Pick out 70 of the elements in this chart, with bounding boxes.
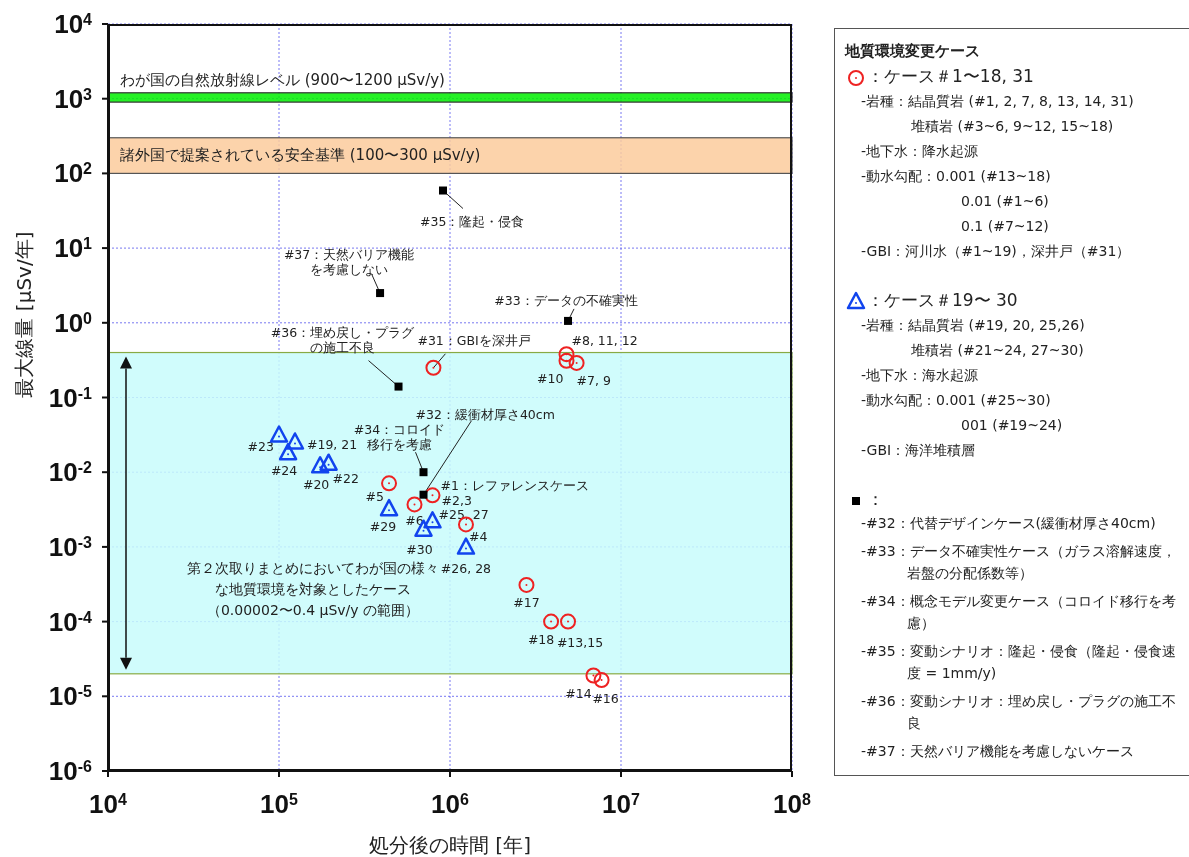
annotation: #24 [270, 462, 298, 478]
annotation: #4 [468, 528, 488, 544]
annotation: #32：緩衝材厚さ40cm [415, 406, 555, 422]
annotation: #31：GBIを深井戸 [417, 332, 531, 348]
legend-label: ：ケース＃19〜 30 [867, 290, 1018, 310]
annotation: #2,3 [441, 492, 472, 508]
y-tick-label: 10$^{4}$ [54, 9, 93, 39]
x-tick-label: 10$^{8}$ [773, 789, 812, 819]
y-tick-label: 10$^{-6}$ [48, 756, 93, 786]
annotation: #16 [592, 690, 619, 706]
x-tick-label: 10$^{6}$ [431, 789, 470, 819]
y-tick-label: 10$^{3}$ [54, 83, 93, 114]
annotation: #25, 27 [438, 506, 489, 522]
text: -#37：天然バリア機能を考慮しないケース [860, 742, 1135, 761]
x-tick-label: 10$^{7}$ [602, 789, 641, 819]
text: 001 (#19~24) [960, 416, 1064, 435]
text: -#33：データ不確実性ケース（ガラス溶解速度，岩盤の分配係数等） [860, 542, 1177, 583]
text: -動水勾配：0.001 (#25~30) [860, 391, 1052, 410]
annotation: #1：レファレンスケース [440, 477, 589, 493]
annotation: #20 [302, 476, 330, 492]
band-label: わが国の自然放射線レベル (900〜1200 μSv/y) [120, 71, 445, 90]
y-tick-label: 10$^{-1}$ [48, 382, 93, 413]
legend-label: ： [867, 489, 884, 509]
annotation: #33：データの不確実性 [494, 292, 638, 308]
band-label: 第２次取りまとめにおいてわが国の様々な地質環境を対象としたケース（0.00002〜0.4 μSv/y の範囲） [187, 559, 439, 618]
annotation: #29 [369, 518, 397, 534]
text: -GBI：河川水（#1~19)，深井戸（#31） [860, 242, 1132, 261]
band-label: 諸外国で提案されている安全基準 (100〜300 μSv/y) [120, 146, 481, 165]
y-tick-label: 10$^{-5}$ [48, 681, 93, 712]
annotation: #22 [332, 470, 359, 486]
annotation: #18 [527, 631, 555, 647]
text: -岩種：結晶質岩 (#19, 20, 25,26) [860, 316, 1086, 335]
annotation: #17 [513, 594, 540, 610]
annotation: #37：天然バリア機能を考慮しない [283, 246, 415, 277]
y-tick-label: 10$^{0}$ [54, 307, 93, 338]
y-tick-label: 10$^{-3}$ [48, 531, 93, 562]
annotation: #7, 9 [576, 372, 611, 388]
legend-label: ：ケース＃1〜18, 31 [867, 66, 1034, 86]
text: -#35：変動シナリオ：隆起・侵食（隆起・侵食速度 = 1mm/y) [860, 642, 1177, 683]
annotation: #23 [247, 439, 274, 454]
text: 堆積岩 (#21~24, 27~30) [910, 341, 1085, 360]
y-tick-label: 10$^{-4}$ [48, 606, 93, 637]
x-tick-label: 10$^{4}$ [89, 789, 128, 819]
annotation: #10 [537, 370, 564, 386]
annotation: #14 [565, 685, 592, 701]
legend-title: 地質環境変更ケース [845, 41, 981, 62]
y-tick-label: 10$^{1}$ [54, 233, 93, 264]
annotation: #8, 11, 12 [571, 332, 638, 348]
text: -地下水：降水起源 [860, 142, 980, 161]
text: -GBI：海洋堆積層 [860, 441, 977, 460]
text: 0.01 (#1~6) [960, 192, 1050, 211]
annotation: #13,15 [556, 634, 604, 650]
annotation: #35：隆起・侵食 [420, 213, 525, 229]
text: -#32：代替デザインケース(緩衝材厚さ40cm) [860, 514, 1157, 533]
y-tick-label: 10$^{2}$ [54, 158, 93, 189]
annotation: #30 [406, 541, 433, 557]
annotation: #26, 28 [440, 560, 492, 576]
annotation: #5 [365, 488, 385, 504]
x-tick-label: 10$^{5}$ [260, 789, 299, 819]
x-axis-title: 処分後の時間 [年] [369, 833, 531, 857]
text: -岩種：結晶質岩 (#1, 2, 7, 8, 13, 14, 31) [860, 92, 1135, 111]
y-tick-label: 10$^{-2}$ [48, 457, 93, 488]
text: -#34：概念モデル変更ケース（コロイド移行を考慮） [860, 592, 1177, 633]
text: 0.1 (#7~12) [960, 217, 1050, 236]
y-axis-title: 最大線量 [μSv/年] [12, 231, 37, 398]
text: 堆積岩 (#3~6, 9~12, 15~18) [910, 117, 1115, 136]
text: -#36：変動シナリオ：埋め戻し・プラグの施工不良 [860, 692, 1177, 733]
text: -動水勾配：0.001 (#13~18) [860, 167, 1052, 186]
annotation: #36：埋め戻し・プラグの施工不良 [270, 324, 416, 355]
text: -地下水：海水起源 [860, 366, 980, 385]
